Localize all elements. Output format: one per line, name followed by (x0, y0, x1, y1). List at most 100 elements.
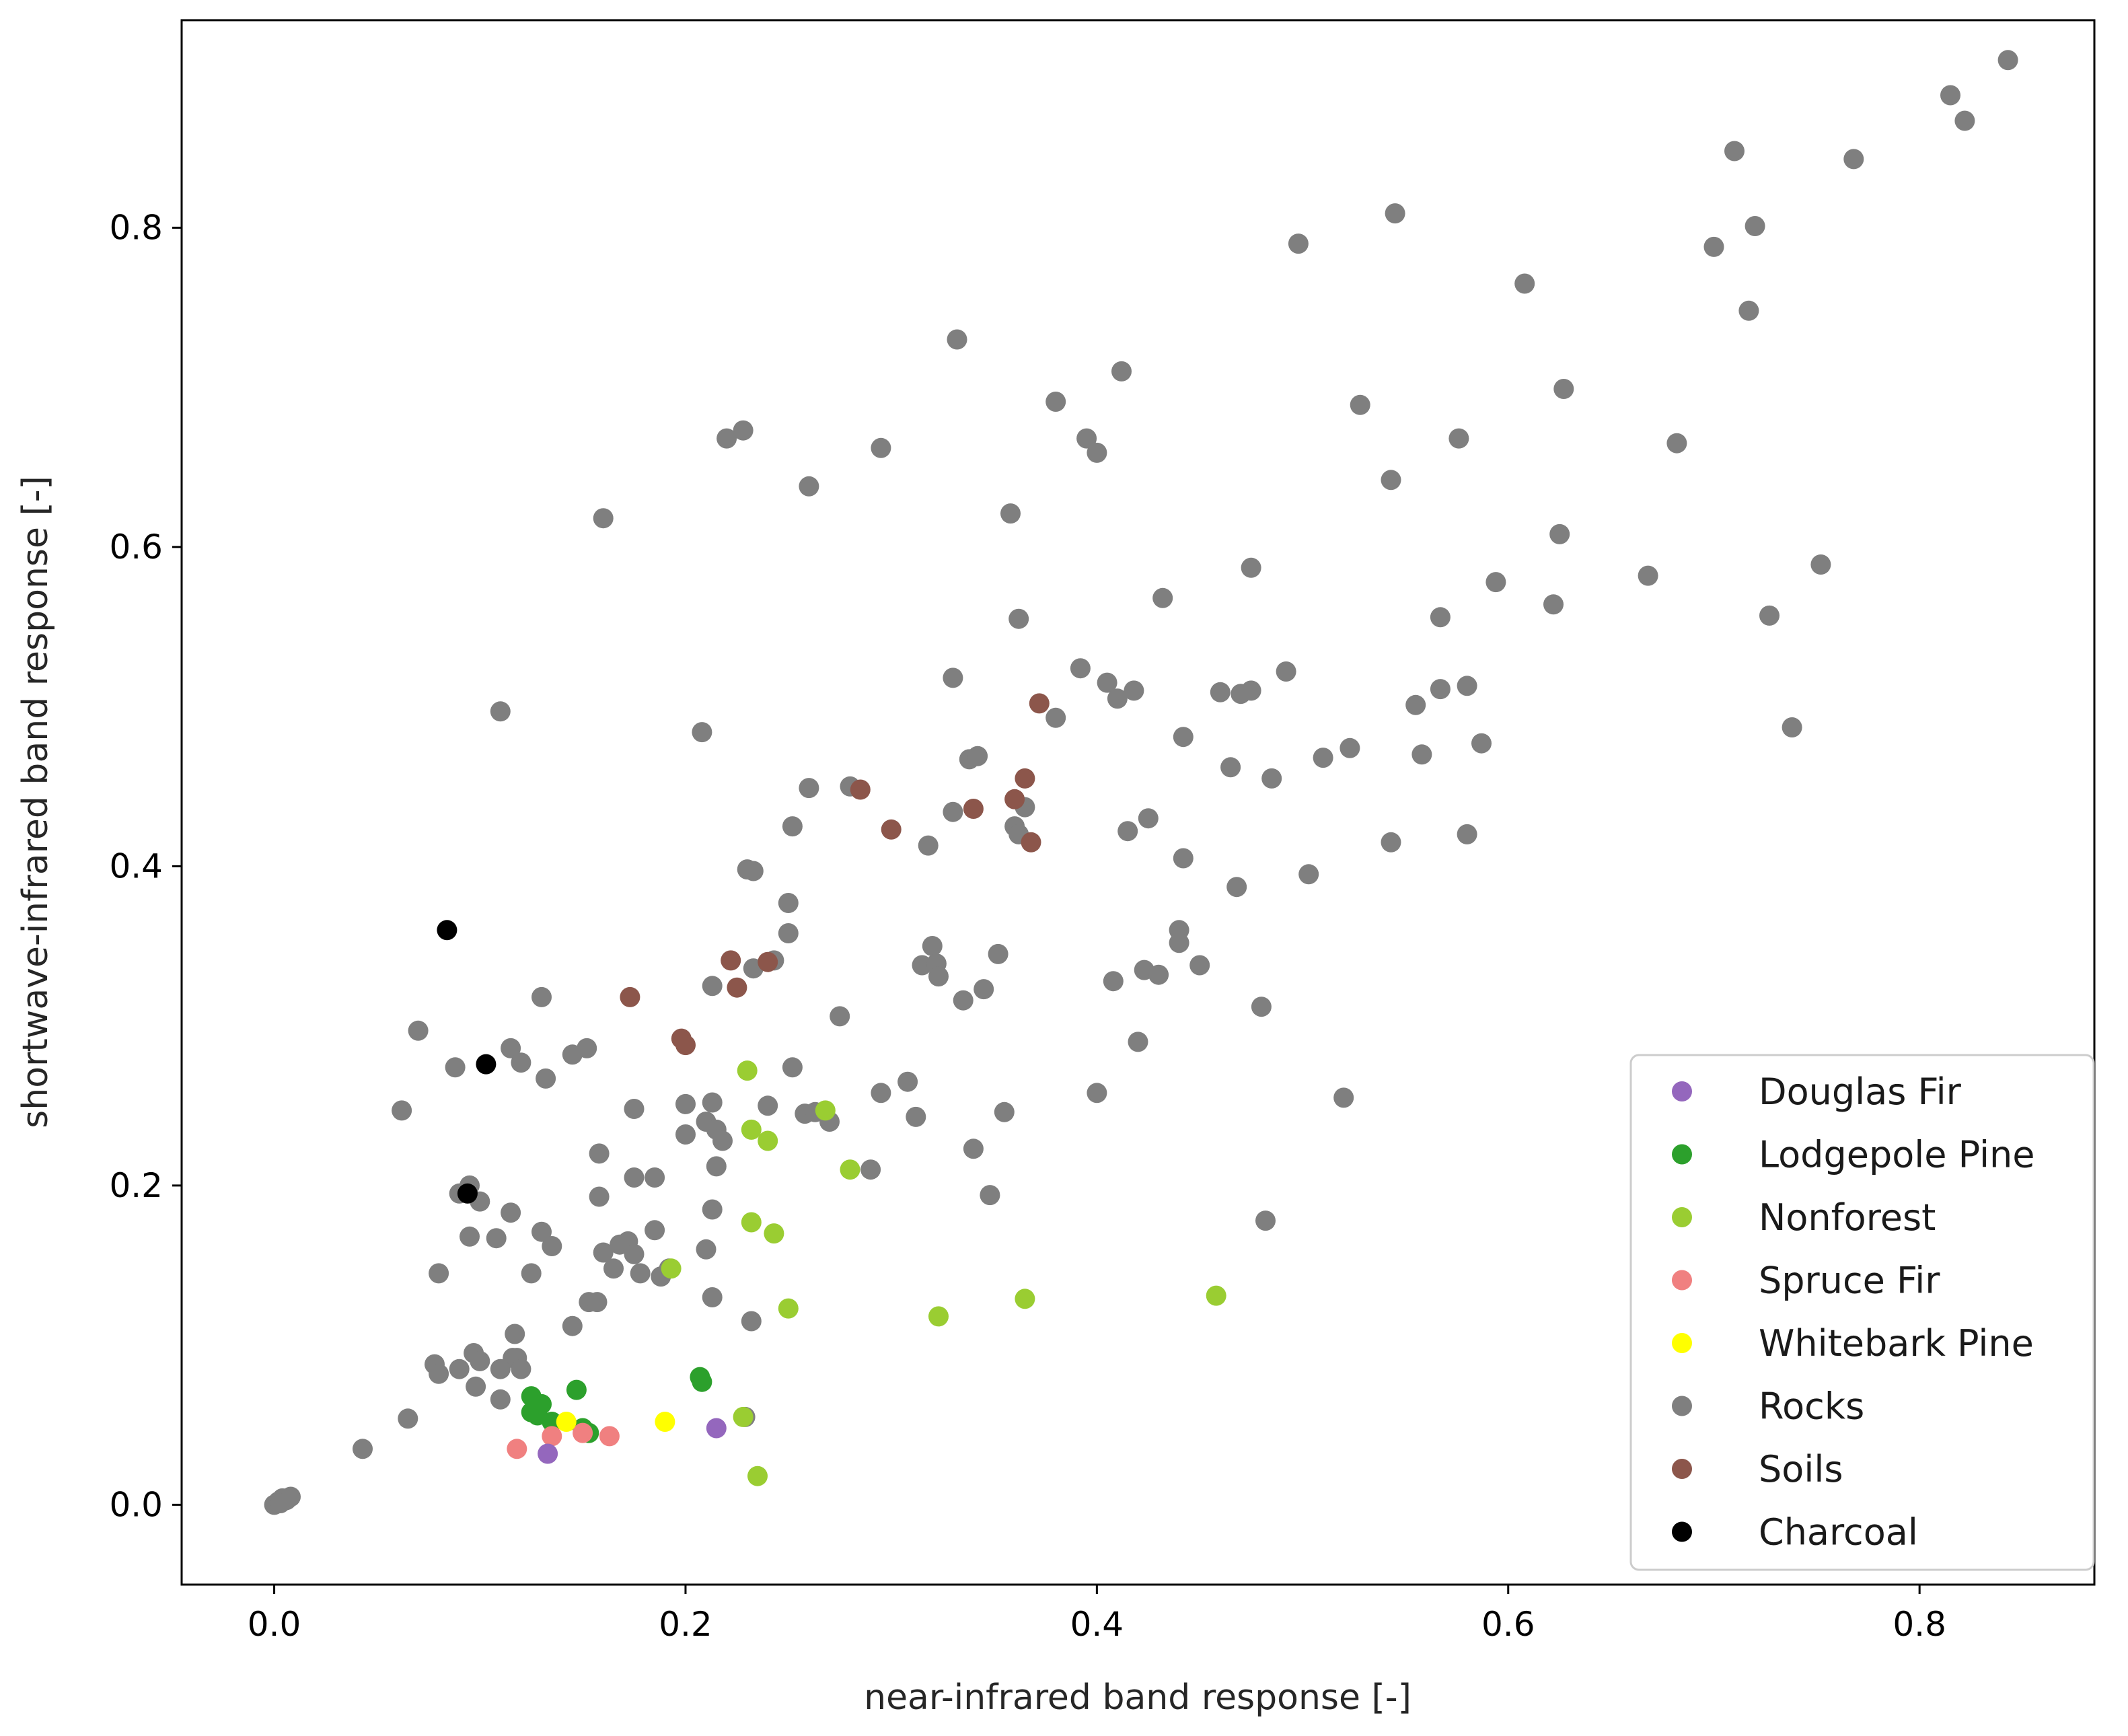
point-rocks (696, 1239, 717, 1260)
point-rocks (1350, 394, 1370, 415)
point-rocks (782, 816, 803, 837)
point-nonforest (737, 1060, 758, 1081)
x-tick-label: 0.6 (1481, 1605, 1535, 1644)
point-rocks (1471, 733, 1492, 754)
point-rocks (645, 1220, 665, 1241)
legend-marker-lodgepole-pine (1672, 1144, 1692, 1165)
point-rocks (1276, 661, 1296, 682)
point-rocks (1152, 587, 1173, 608)
point-rocks (429, 1363, 449, 1384)
point-rocks (1553, 379, 1574, 399)
point-rocks (1261, 768, 1282, 789)
point-douglas-fir (538, 1443, 558, 1464)
point-rocks (1251, 997, 1272, 1017)
y-tick-label: 0.2 (109, 1166, 163, 1205)
point-rocks (799, 778, 819, 799)
legend-marker-spruce-fir (1672, 1270, 1692, 1291)
point-rocks (1045, 392, 1066, 412)
point-rocks (1430, 607, 1451, 628)
point-rocks (603, 1258, 624, 1279)
point-charcoal (437, 920, 457, 941)
point-rocks (593, 1242, 614, 1263)
point-nonforest (661, 1258, 682, 1279)
point-rocks (1340, 737, 1360, 758)
x-tick-label: 0.0 (248, 1605, 301, 1644)
point-rocks (1107, 688, 1128, 709)
point-nonforest (764, 1223, 784, 1244)
point-rocks (1000, 503, 1021, 524)
point-rocks (587, 1292, 608, 1313)
point-rocks (511, 1052, 531, 1073)
point-rocks (449, 1359, 470, 1379)
point-rocks (490, 1389, 511, 1410)
point-rocks (1738, 300, 1759, 321)
point-rocks (511, 1359, 531, 1379)
point-rocks (589, 1143, 610, 1164)
point-rocks (1457, 676, 1477, 696)
point-rocks (392, 1100, 412, 1121)
point-rocks (645, 1167, 665, 1188)
point-rocks (943, 667, 963, 688)
point-rocks (967, 746, 988, 766)
point-rocks (490, 701, 511, 722)
point-rocks (1543, 594, 1564, 615)
point-rocks (501, 1202, 521, 1223)
point-rocks (1430, 679, 1451, 700)
point-rocks (505, 1324, 525, 1344)
point-rocks (1008, 608, 1029, 629)
point-rocks (501, 1038, 521, 1058)
point-nonforest (741, 1119, 762, 1140)
point-rocks (871, 437, 891, 458)
point-rocks (743, 861, 764, 881)
point-rocks (1226, 877, 1247, 898)
point-spruce-fir (573, 1422, 593, 1443)
point-rocks (1111, 361, 1132, 382)
point-rocks (1210, 682, 1231, 702)
point-rocks (782, 1057, 803, 1078)
point-rocks (353, 1439, 373, 1459)
point-rocks (624, 1167, 645, 1188)
point-rocks (702, 976, 723, 997)
point-rocks (1724, 141, 1745, 161)
point-rocks (799, 476, 819, 497)
point-soils (1004, 789, 1025, 809)
point-nonforest (741, 1212, 762, 1233)
point-lodgepole-pine (542, 1412, 562, 1432)
point-rocks (445, 1057, 466, 1078)
legend-marker-douglas-fir (1672, 1081, 1692, 1101)
point-spruce-fir (542, 1426, 562, 1447)
point-rocks (1457, 824, 1477, 844)
point-nonforest (733, 1406, 754, 1427)
point-nonforest (747, 1466, 768, 1486)
point-rocks (963, 1138, 984, 1159)
legend-label-nonforest: Nonforest (1759, 1196, 1936, 1239)
point-rocks (1117, 821, 1138, 842)
point-rocks (1411, 744, 1432, 765)
point-rocks (675, 1124, 696, 1145)
point-rocks (486, 1228, 507, 1249)
point-rocks (1288, 233, 1309, 254)
legend-label-soils: Soils (1759, 1448, 1843, 1490)
point-rocks (1381, 832, 1401, 853)
point-rocks (1255, 1210, 1276, 1231)
point-rocks (1514, 273, 1535, 294)
point-soils (1021, 832, 1041, 853)
point-rocks (1405, 694, 1426, 715)
point-rocks (1241, 557, 1261, 578)
y-tick-label: 0.4 (109, 846, 163, 885)
point-rocks (980, 1185, 1000, 1206)
point-rocks (408, 1020, 429, 1041)
point-rocks (1189, 955, 1210, 976)
point-rocks (860, 1159, 881, 1180)
point-spruce-fir (507, 1439, 527, 1459)
legend-marker-nonforest (1672, 1207, 1692, 1227)
point-rocks (398, 1408, 418, 1429)
point-rocks (717, 428, 737, 449)
point-rocks (897, 1071, 918, 1092)
point-rocks (562, 1315, 583, 1336)
point-rocks (1169, 933, 1189, 953)
point-rocks (624, 1099, 645, 1119)
point-soils (1029, 693, 1050, 714)
point-rocks (589, 1186, 610, 1207)
